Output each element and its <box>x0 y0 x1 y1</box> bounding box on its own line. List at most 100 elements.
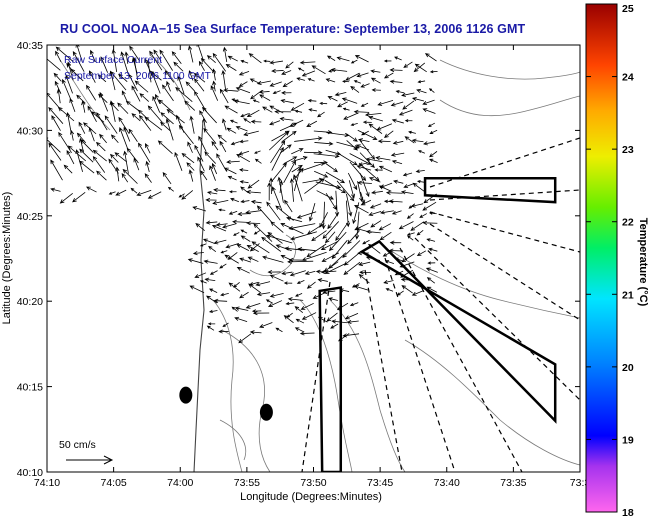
current-vector <box>80 139 94 153</box>
current-vector <box>354 205 369 214</box>
current-vector <box>270 221 284 233</box>
current-vector <box>327 96 338 102</box>
current-vector <box>391 159 403 165</box>
current-vector <box>356 165 372 171</box>
current-vector <box>152 95 161 113</box>
current-vector <box>220 292 229 297</box>
current-vector <box>256 80 271 86</box>
current-vector <box>336 56 350 62</box>
current-vector <box>252 311 270 316</box>
current-vector <box>415 169 425 173</box>
current-vector <box>234 306 249 311</box>
current-vector <box>362 239 370 245</box>
current-vector <box>240 59 249 64</box>
current-vector <box>429 129 438 134</box>
current-vector <box>50 159 63 181</box>
station-marker <box>179 386 193 404</box>
radar-beam-lines <box>301 137 580 472</box>
colorbar-tick-label: 18 <box>622 507 634 518</box>
current-vector <box>270 140 286 164</box>
current-vector <box>328 297 338 301</box>
current-vector <box>306 120 318 127</box>
current-vector <box>174 151 183 171</box>
current-vector <box>110 153 119 163</box>
current-vector <box>411 290 424 296</box>
current-vector <box>171 51 182 64</box>
current-vector <box>115 189 127 196</box>
current-vector <box>198 60 205 71</box>
current-vector <box>269 81 282 87</box>
current-vector <box>79 148 94 163</box>
current-vector <box>81 100 86 113</box>
current-vector <box>87 105 97 123</box>
current-vector <box>178 124 194 144</box>
current-vector <box>277 176 284 203</box>
current-vector <box>219 263 227 269</box>
current-vector <box>66 112 72 132</box>
current-vector <box>265 299 273 304</box>
current-vector <box>133 157 140 171</box>
current-vector <box>428 88 435 93</box>
current-vector <box>262 255 284 263</box>
current-vector <box>234 316 248 323</box>
current-vector <box>205 197 217 203</box>
current-vector <box>404 119 413 123</box>
current-vector <box>371 88 381 92</box>
current-vector <box>164 70 175 83</box>
current-vector <box>225 243 240 249</box>
current-vector <box>320 269 337 275</box>
current-vector <box>246 189 261 195</box>
current-vector <box>269 274 284 282</box>
current-vector <box>291 148 304 155</box>
current-vector <box>204 277 216 282</box>
current-vector <box>218 329 229 334</box>
y-tick-label: 40:20 <box>17 296 43 308</box>
current-vector <box>144 173 152 183</box>
current-vector <box>209 288 218 294</box>
x-axis-ticks: 74:10 74:05 74:00 73:55 73:50 73:45 73:40 73:35… <box>34 45 590 489</box>
current-vector <box>249 243 260 252</box>
scale-arrow <box>66 455 114 465</box>
current-vector <box>379 231 392 241</box>
current-vector <box>221 118 227 131</box>
current-vector <box>96 112 108 131</box>
current-vector <box>240 113 249 118</box>
current-vector <box>131 113 141 122</box>
current-vector <box>121 90 128 102</box>
annotation-current-time: September 13, 2006 1100 GMT <box>64 70 211 82</box>
current-vector <box>418 150 426 154</box>
current-vector <box>422 220 438 226</box>
current-vector <box>218 208 226 212</box>
current-vector <box>253 223 273 242</box>
current-vector <box>166 80 171 92</box>
current-vector <box>246 244 259 252</box>
current-vector <box>293 167 302 192</box>
current-vector <box>70 68 84 82</box>
current-vector <box>412 182 425 192</box>
current-vector <box>422 108 436 114</box>
current-vector <box>274 109 292 114</box>
current-vector <box>213 239 227 245</box>
current-vector <box>240 229 248 234</box>
current-vector <box>88 70 96 83</box>
current-vector <box>299 331 315 336</box>
current-vector <box>417 80 426 84</box>
colorbar-tick-label: 23 <box>622 144 634 156</box>
current-vector <box>202 238 215 244</box>
current-vector <box>426 238 436 242</box>
current-vector <box>95 141 106 152</box>
y-tick-label: 40:35 <box>17 40 43 52</box>
current-vector <box>146 59 152 83</box>
current-vector <box>358 162 380 182</box>
current-vector <box>122 168 138 184</box>
y-axis-label: Latitude (Degrees:Minutes) <box>1 191 13 325</box>
current-vector <box>232 219 248 224</box>
station-marker <box>259 403 273 421</box>
current-vector <box>370 220 382 228</box>
current-vector <box>256 205 273 223</box>
current-vector <box>378 165 393 173</box>
current-vector <box>162 84 174 102</box>
current-vector <box>57 106 75 122</box>
current-vector <box>281 130 297 143</box>
